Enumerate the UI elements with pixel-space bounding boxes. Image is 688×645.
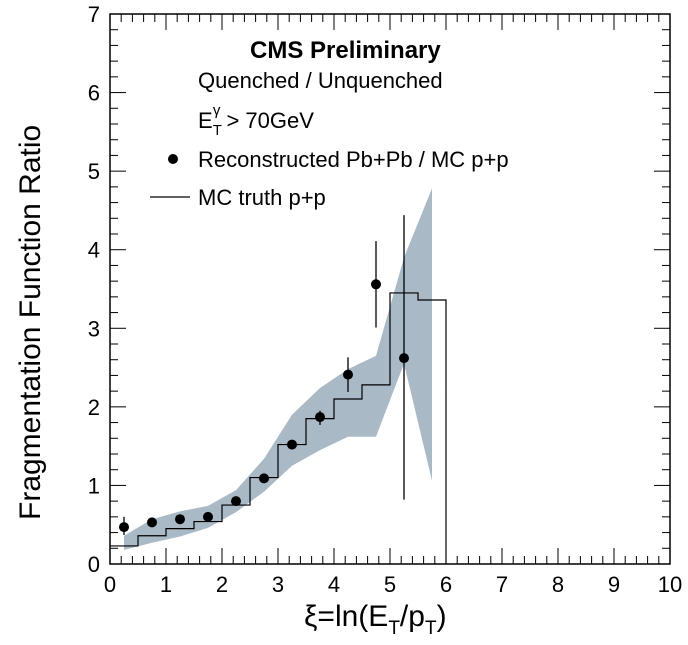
- x-tick-label-7: 7: [496, 572, 508, 597]
- data-point-7: [315, 412, 325, 423]
- systematic-band: [124, 188, 432, 550]
- systematic-band-layer: [124, 188, 432, 550]
- x-tick-label-8: 8: [552, 572, 564, 597]
- energy-cut-sup: γ: [213, 102, 221, 119]
- x-title-mid: /p: [400, 600, 425, 633]
- data-point-10: [399, 353, 409, 364]
- mc-truth-step-line: [110, 292, 447, 564]
- data-point-4: [231, 496, 241, 507]
- x-tick-label-10: 10: [658, 572, 682, 597]
- data-point-2: [175, 514, 185, 525]
- data-point-1: [147, 517, 157, 528]
- legend-dot-marker: [168, 154, 178, 164]
- legend-label-reconstructed: Reconstructed Pb+Pb / MC p+p: [198, 147, 509, 172]
- data-point-6: [287, 439, 297, 450]
- energy-cut-label: ETγ > 70GeV: [198, 102, 314, 139]
- x-title-end: ): [437, 600, 447, 633]
- axis-ticks-layer: 0 1 2 3 4 5 6 7 8 9 10 0 1 2 3 4 5 6 7: [88, 2, 682, 597]
- plot-frame: [109, 13, 671, 565]
- x-tick-label-3: 3: [272, 572, 284, 597]
- data-point-0: [119, 522, 129, 533]
- reconstructed-points-layer: [119, 215, 409, 535]
- y-axis-title: Fragmentation Function Ratio: [14, 125, 47, 520]
- energy-cut-sub: T: [213, 122, 222, 139]
- x-title-sub2: T: [425, 618, 437, 639]
- x-tick-label-1: 1: [160, 572, 172, 597]
- data-point-3: [203, 511, 213, 522]
- x-tick-label-4: 4: [328, 572, 340, 597]
- energy-cut-base: E: [198, 108, 213, 133]
- energy-cut-rest: > 70GeV: [220, 108, 314, 133]
- x-title-sub1: T: [388, 618, 400, 639]
- x-axis-title: ξ=ln(ET/pT): [304, 600, 447, 639]
- x-tick-label-9: 9: [608, 572, 620, 597]
- y-tick-label-7: 7: [88, 2, 100, 27]
- chart-header: CMS Preliminary: [250, 37, 441, 64]
- legend-label-mc-truth: MC truth p+p: [198, 185, 326, 210]
- y-tick-label-2: 2: [88, 395, 100, 420]
- x-tick-label-0: 0: [104, 572, 116, 597]
- data-point-8: [343, 369, 353, 380]
- y-tick-label-1: 1: [88, 473, 100, 498]
- data-point-9: [371, 279, 381, 290]
- y-tick-label-5: 5: [88, 159, 100, 184]
- x-tick-label-5: 5: [384, 572, 396, 597]
- y-tick-label-4: 4: [88, 238, 100, 263]
- chart-subheader: Quenched / Unquenched: [198, 68, 443, 93]
- x-tick-label-6: 6: [440, 572, 452, 597]
- y-tick-label-3: 3: [88, 316, 100, 341]
- y-tick-label-6: 6: [88, 81, 100, 106]
- x-title-base: ξ=ln(E: [304, 600, 388, 633]
- mc-truth-step-layer: [110, 292, 447, 564]
- x-tick-label-2: 2: [216, 572, 228, 597]
- y-tick-label-0: 0: [88, 552, 100, 577]
- data-point-5: [259, 473, 269, 484]
